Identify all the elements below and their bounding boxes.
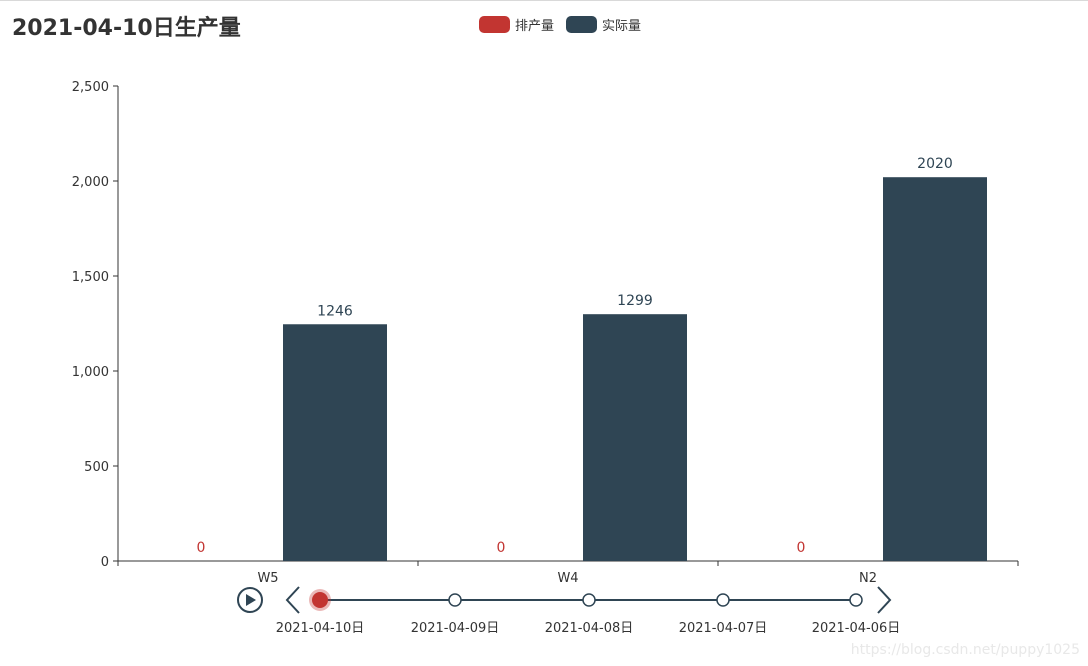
legend-item-plan[interactable]: 排产量 (479, 15, 554, 34)
legend: 排产量 实际量 (479, 15, 641, 34)
prev-icon[interactable] (285, 586, 300, 614)
timeline-label[interactable]: 2021-04-09日 (411, 621, 500, 636)
bar (583, 314, 687, 561)
timeline-point[interactable] (849, 593, 863, 607)
play-triangle-icon[interactable] (246, 594, 256, 606)
data-label: 0 (797, 540, 806, 556)
y-tick-label: 2,000 (72, 175, 109, 190)
legend-swatch-actual (566, 16, 598, 33)
timeline-label[interactable]: 2021-04-08日 (545, 621, 634, 636)
y-tick-label: 1,500 (72, 270, 109, 285)
timeline-point[interactable] (582, 593, 596, 607)
data-label: 2020 (917, 156, 953, 172)
x-tick-label: N2 (859, 571, 877, 586)
timeline-label[interactable]: 2021-04-07日 (679, 621, 768, 636)
timeline-label[interactable]: 2021-04-10日 (276, 621, 365, 636)
timeline-label[interactable]: 2021-04-06日 (812, 621, 901, 636)
y-tick-label: 500 (84, 460, 109, 475)
data-label: 1246 (317, 303, 353, 319)
x-tick-label: W4 (557, 571, 578, 586)
legend-label-plan: 排产量 (515, 19, 555, 34)
bar (283, 324, 387, 561)
x-tick-label: W5 (257, 571, 278, 586)
play-icon[interactable] (237, 587, 263, 613)
y-tick-label: 0 (101, 555, 109, 570)
y-tick-label: 1,000 (72, 365, 109, 380)
top-divider (0, 0, 1088, 1)
legend-label-actual: 实际量 (602, 19, 642, 34)
next-icon[interactable] (877, 586, 892, 614)
y-tick-label: 2,500 (72, 80, 109, 95)
data-label: 1299 (617, 293, 653, 309)
timeline-point[interactable] (448, 593, 462, 607)
data-label: 0 (497, 540, 506, 556)
data-label: 0 (197, 540, 206, 556)
watermark: https://blog.csdn.net/puppy1025 (850, 642, 1080, 658)
legend-item-actual[interactable]: 实际量 (566, 15, 641, 34)
legend-swatch-plan (479, 16, 510, 33)
timeline-point[interactable] (716, 593, 730, 607)
bar (883, 177, 987, 561)
chart-title: 2021-04-10日生产量 (12, 16, 241, 41)
timeline-point-active[interactable] (312, 592, 328, 608)
